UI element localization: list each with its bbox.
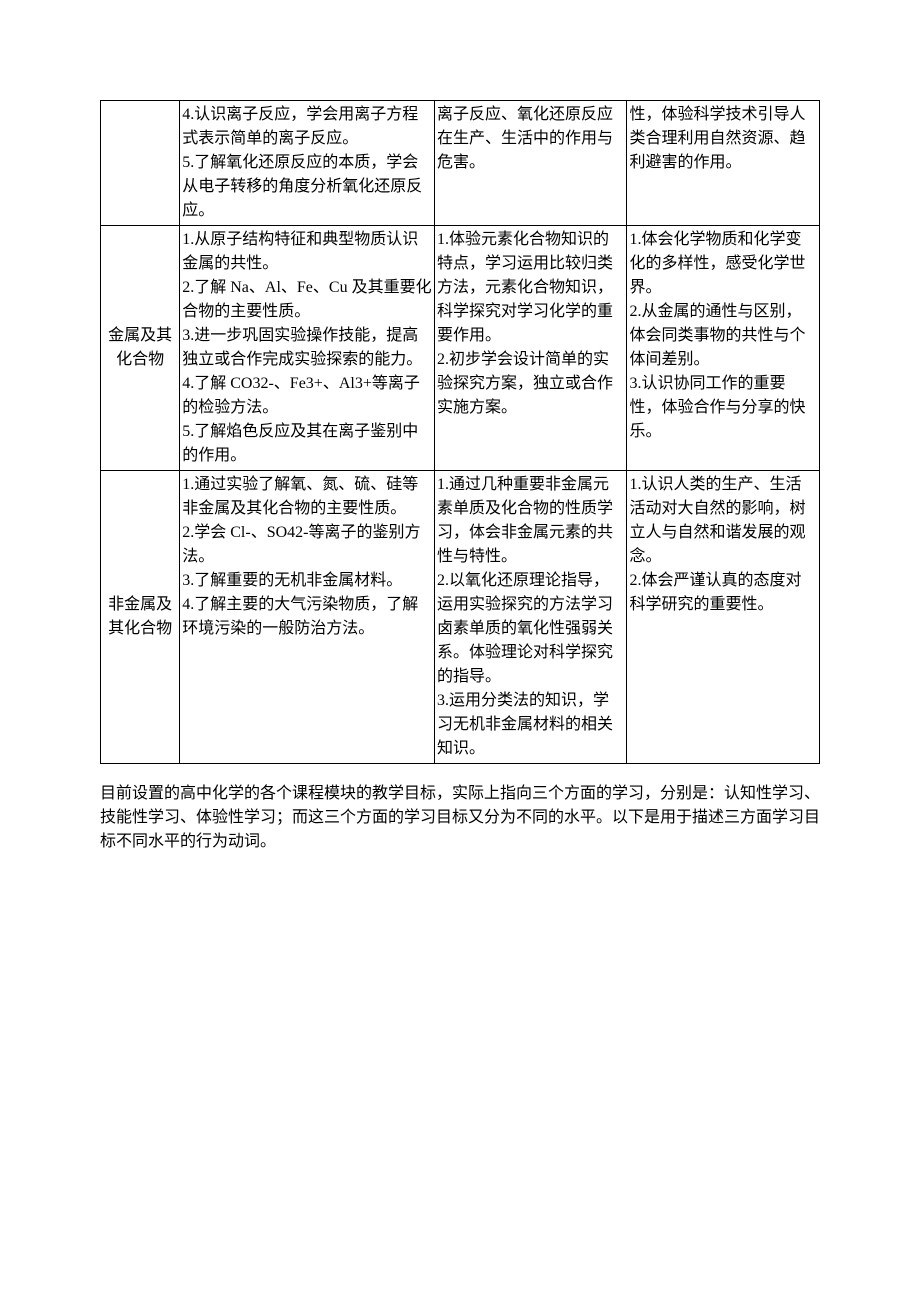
category-text: 金属及其化合物: [108, 327, 172, 368]
cell-text: 2.初步学会设计简单的实验探究方案，独立或合作实施方案。: [437, 348, 624, 420]
table-row: 4.认识离子反应，学会用离子方程式表示简单的离子反应。 5.了解氧化还原反应的本…: [101, 101, 820, 226]
cell-colA: 1.从原子结构特征和典型物质认识金属的共性。 2.了解 Na、Al、Fe、Cu …: [180, 226, 435, 471]
cell-text: 1.从原子结构特征和典型物质认识金属的共性。: [182, 228, 432, 276]
category-cell: 非金属及其化合物: [101, 471, 180, 764]
cell-text: 2.以氧化还原理论指导，运用实验探究的方法学习卤素单质的氧化性强弱关系。体验理论…: [437, 569, 624, 689]
cell-text: 2.了解 Na、Al、Fe、Cu 及其重要化合物的主要性质。: [182, 276, 432, 324]
objectives-table: 4.认识离子反应，学会用离子方程式表示简单的离子反应。 5.了解氧化还原反应的本…: [100, 100, 820, 764]
cell-text: 3.进一步巩固实验操作技能，提高独立或合作完成实验探索的能力。: [182, 324, 432, 372]
table-row: 非金属及其化合物 1.通过实验了解氧、氮、硫、硅等非金属及其化合物的主要性质。 …: [101, 471, 820, 764]
category-text: 非金属及其化合物: [108, 596, 172, 637]
cell-text: 4.了解 CO32-、Fe3+、Al3+等离子的检验方法。: [182, 372, 432, 420]
cell-colB: 1.体验元素化合物知识的特点，学习运用比较归类方法，元素化合物知识，科学探究对学…: [435, 226, 627, 471]
cell-colC: 性，体验科学技术引导人类合理利用自然资源、趋利避害的作用。: [627, 101, 820, 226]
cell-text: 1.通过实验了解氧、氮、硫、硅等非金属及其化合物的主要性质。: [182, 473, 432, 521]
paragraph-text: 目前设置的高中化学的各个课程模块的教学目标，实际上指向三个方面的学习，分别是：认…: [100, 782, 820, 854]
table-row: 金属及其化合物 1.从原子结构特征和典型物质认识金属的共性。 2.了解 Na、A…: [101, 226, 820, 471]
cell-text: 性，体验科学技术引导人类合理利用自然资源、趋利避害的作用。: [629, 103, 817, 175]
cell-text: 1.体验元素化合物知识的特点，学习运用比较归类方法，元素化合物知识，科学探究对学…: [437, 228, 624, 348]
cell-text: 离子反应、氧化还原反应在生产、生活中的作用与危害。: [437, 103, 624, 175]
cell-text: 5.了解氧化还原反应的本质，学会从电子转移的角度分析氧化还原反应。: [182, 151, 432, 223]
cell-colB: 离子反应、氧化还原反应在生产、生活中的作用与危害。: [435, 101, 627, 226]
cell-colB: 1.通过几种重要非金属元素单质及化合物的性质学习，体会非金属元素的共性与特性。 …: [435, 471, 627, 764]
cell-text: 3.了解重要的无机非金属材料。: [182, 569, 432, 593]
cell-text: 4.认识离子反应，学会用离子方程式表示简单的离子反应。: [182, 103, 432, 151]
cell-text: 5.了解焰色反应及其在离子鉴别中的作用。: [182, 420, 432, 468]
cell-text: 3.运用分类法的知识，学习无机非金属材料的相关知识。: [437, 689, 624, 761]
cell-text: 3.认识协同工作的重要性，体验合作与分享的快乐。: [629, 372, 817, 444]
category-cell: [101, 101, 180, 226]
cell-colC: 1.认识人类的生产、生活活动对大自然的影响，树立人与自然和谐发展的观念。 2.体…: [627, 471, 820, 764]
category-cell: 金属及其化合物: [101, 226, 180, 471]
cell-text: 2.体会严谨认真的态度对科学研究的重要性。: [629, 569, 817, 617]
cell-text: 1.体会化学物质和化学变化的多样性，感受化学世界。: [629, 228, 817, 300]
cell-colA: 4.认识离子反应，学会用离子方程式表示简单的离子反应。 5.了解氧化还原反应的本…: [180, 101, 435, 226]
cell-text: 4.了解主要的大气污染物质，了解环境污染的一般防治方法。: [182, 593, 432, 641]
cell-colA: 1.通过实验了解氧、氮、硫、硅等非金属及其化合物的主要性质。 2.学会 Cl-、…: [180, 471, 435, 764]
cell-text: 1.认识人类的生产、生活活动对大自然的影响，树立人与自然和谐发展的观念。: [629, 473, 817, 569]
cell-text: 2.学会 Cl-、SO42-等离子的鉴别方法。: [182, 521, 432, 569]
cell-colC: 1.体会化学物质和化学变化的多样性，感受化学世界。 2.从金属的通性与区别，体会…: [627, 226, 820, 471]
cell-text: 2.从金属的通性与区别，体会同类事物的共性与个体间差别。: [629, 300, 817, 372]
cell-text: 1.通过几种重要非金属元素单质及化合物的性质学习，体会非金属元素的共性与特性。: [437, 473, 624, 569]
